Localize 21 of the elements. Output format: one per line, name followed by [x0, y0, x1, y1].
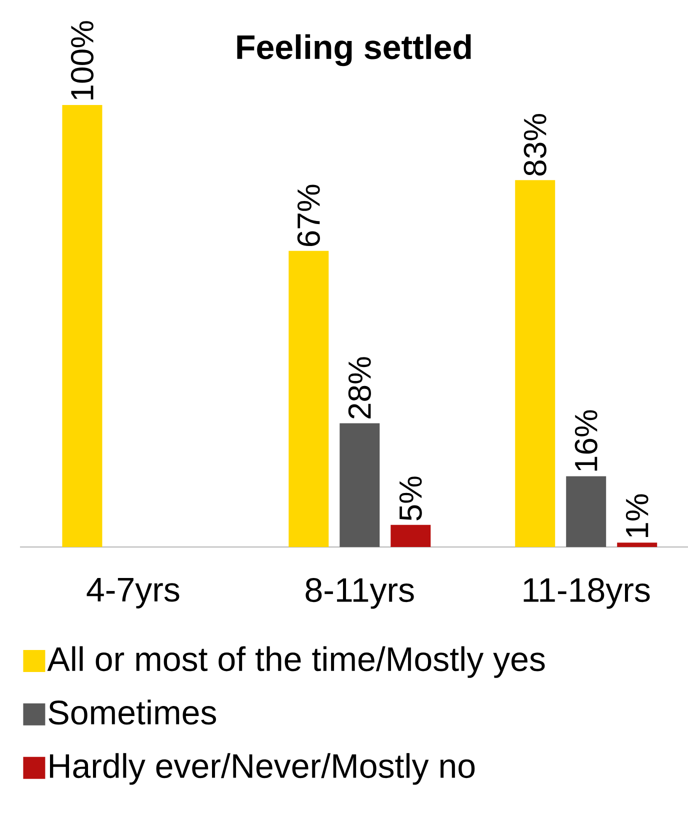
legend-label: Sometimes [48, 700, 216, 725]
data-label: 67% [297, 184, 320, 246]
data-label: 83% [524, 114, 546, 176]
bar [617, 542, 658, 547]
bar [62, 105, 102, 547]
x-tick-label: 11-18yrs [524, 578, 650, 609]
x-tick-label: 4-7yrs [86, 578, 180, 608]
legend-label: Hardly ever/Never/Mostly no [50, 753, 475, 785]
bar [390, 524, 431, 547]
data-label: 5% [399, 476, 422, 520]
data-label: 16% [574, 410, 598, 471]
chart-title: Feeling settled [237, 34, 471, 66]
bar [288, 250, 329, 547]
data-label: 28% [348, 357, 371, 418]
data-label: 100% [70, 21, 94, 100]
x-tick-label: 8-11yrs [306, 578, 414, 609]
data-label: 1% [626, 494, 648, 537]
bar [566, 476, 606, 547]
bar [340, 423, 380, 547]
bar [515, 180, 556, 547]
legend-label: All or most of the time/Mostly yes [47, 646, 545, 678]
